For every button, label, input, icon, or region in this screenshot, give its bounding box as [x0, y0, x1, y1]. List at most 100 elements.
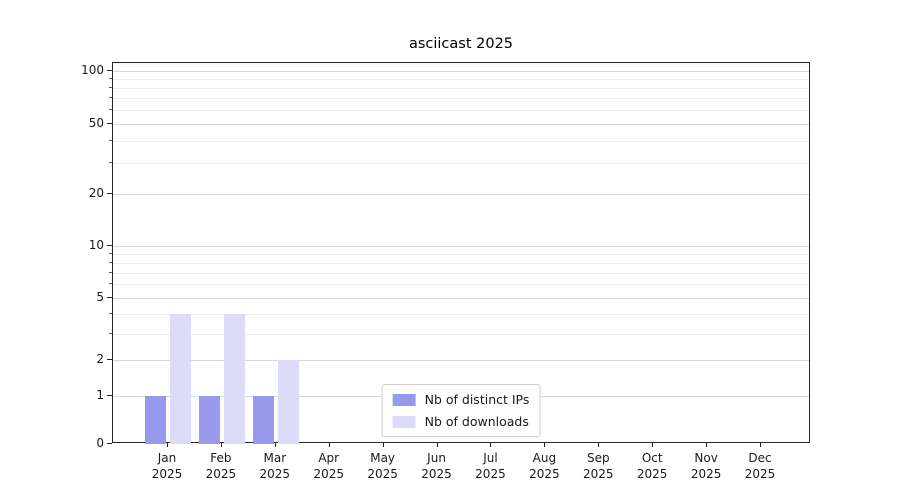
x-tick-year: 2025	[582, 467, 614, 481]
legend-swatch-distinct-ips	[392, 393, 416, 406]
gridline-minor	[113, 284, 809, 286]
y-tick-mark	[107, 192, 112, 194]
x-tick-year: 2025	[421, 467, 452, 481]
y-minor-tick-mark	[109, 161, 112, 163]
x-tick-label: Sep 2025	[570, 450, 626, 482]
x-tick-year: 2025	[367, 467, 398, 481]
x-tick-month: Jun	[427, 451, 446, 465]
x-tick-mark	[490, 443, 492, 447]
y-tick-label: 20	[88, 185, 104, 200]
x-tick-mark	[598, 443, 600, 447]
gridline-minor	[113, 88, 809, 89]
y-minor-tick-mark	[109, 261, 112, 263]
bar-downloads	[223, 313, 245, 444]
x-tick-year: 2025	[690, 467, 722, 481]
gridline-minor	[113, 162, 809, 164]
y-tick-mark	[107, 296, 112, 298]
y-minor-tick-mark	[109, 108, 112, 110]
x-tick-month: Sep	[586, 451, 610, 465]
x-tick-label: Oct 2025	[624, 450, 680, 482]
y-tick-mark	[107, 245, 112, 247]
x-tick-label: Feb 2025	[193, 450, 249, 482]
bar-distinct-ips	[198, 396, 220, 444]
legend-label-distinct-ips: Nb of distinct IPs	[424, 392, 530, 407]
x-tick-month: Aug	[532, 451, 557, 465]
x-tick-label: Mar 2025	[247, 450, 303, 482]
x-tick-year: 2025	[475, 467, 506, 481]
bar-distinct-ips	[252, 396, 274, 444]
x-tick-month: Nov	[694, 451, 718, 465]
gridline-minor	[113, 140, 809, 142]
y-tick-mark	[107, 70, 112, 71]
y-tick-mark	[107, 443, 112, 444]
y-tick-label: 50	[88, 115, 104, 130]
y-tick-mark	[107, 359, 112, 361]
x-tick-year: 2025	[259, 467, 291, 481]
x-tick-label: Aug 2025	[516, 450, 572, 482]
legend-item-distinct-ips: Nb of distinct IPs	[392, 392, 530, 407]
x-tick-year: 2025	[205, 467, 237, 481]
x-tick-label: Nov 2025	[678, 450, 734, 482]
x-tick-mark	[167, 443, 168, 447]
x-tick-label: May 2025	[355, 450, 411, 482]
x-tick-label: Jul 2025	[462, 450, 518, 482]
x-tick-month: Jan	[157, 451, 177, 465]
y-minor-tick-mark	[109, 87, 112, 88]
gridline-minor	[113, 262, 809, 264]
gridline	[113, 246, 809, 248]
x-tick-mark	[706, 443, 708, 447]
y-minor-tick-mark	[109, 312, 112, 314]
x-tick-label: Dec 2025	[732, 450, 788, 482]
y-minor-tick-mark	[109, 78, 112, 80]
x-tick-mark	[382, 443, 384, 447]
x-tick-mark	[328, 443, 330, 447]
x-tick-month: May	[370, 451, 396, 465]
bar-downloads	[277, 360, 299, 444]
y-tick-label: 2	[96, 352, 104, 367]
x-tick-year: 2025	[151, 467, 183, 481]
y-tick-label: 10	[88, 238, 104, 253]
y-minor-tick-mark	[109, 332, 112, 334]
legend-swatch-downloads	[392, 415, 416, 428]
x-tick-month: Mar	[263, 451, 287, 465]
gridline-minor	[113, 98, 809, 100]
gridline-minor	[113, 313, 809, 315]
gridline-minor	[113, 272, 809, 274]
gridline	[113, 193, 809, 195]
x-tick-year: 2025	[744, 467, 776, 481]
x-tick-year: 2025	[313, 467, 344, 481]
legend: Nb of distinct IPs Nb of downloads	[381, 384, 541, 437]
x-tick-year: 2025	[636, 467, 668, 481]
gridline-minor	[113, 333, 809, 335]
x-tick-month: Jul	[483, 451, 498, 465]
x-tick-mark	[220, 443, 222, 447]
gridline	[113, 123, 809, 125]
x-tick-mark	[760, 443, 761, 447]
x-tick-mark	[274, 443, 276, 447]
x-tick-month: Feb	[210, 451, 232, 465]
y-tick-label: 1	[96, 388, 104, 403]
x-tick-label: Apr 2025	[301, 450, 357, 482]
bar-downloads	[170, 313, 191, 444]
x-tick-month: Apr	[318, 451, 340, 465]
y-tick-label: 0	[96, 436, 104, 450]
x-tick-mark	[544, 443, 546, 447]
y-tick-mark	[107, 395, 112, 397]
y-minor-tick-mark	[109, 97, 112, 99]
gridline-minor	[113, 79, 809, 81]
x-tick-year: 2025	[529, 467, 560, 481]
gridline-minor	[113, 254, 809, 256]
gridline	[113, 297, 809, 299]
x-tick-mark	[652, 443, 654, 447]
y-tick-label: 100	[81, 63, 104, 77]
y-tick-mark	[107, 122, 112, 124]
x-tick-month: Oct	[641, 451, 663, 465]
gridline	[113, 360, 809, 362]
y-minor-tick-mark	[109, 283, 112, 285]
gridline	[113, 71, 809, 72]
x-tick-label: Jun 2025	[409, 450, 465, 482]
gridline-minor	[113, 109, 809, 111]
plot-area: Nb of distinct IPs Nb of downloads	[112, 62, 810, 444]
y-minor-tick-mark	[109, 253, 112, 255]
